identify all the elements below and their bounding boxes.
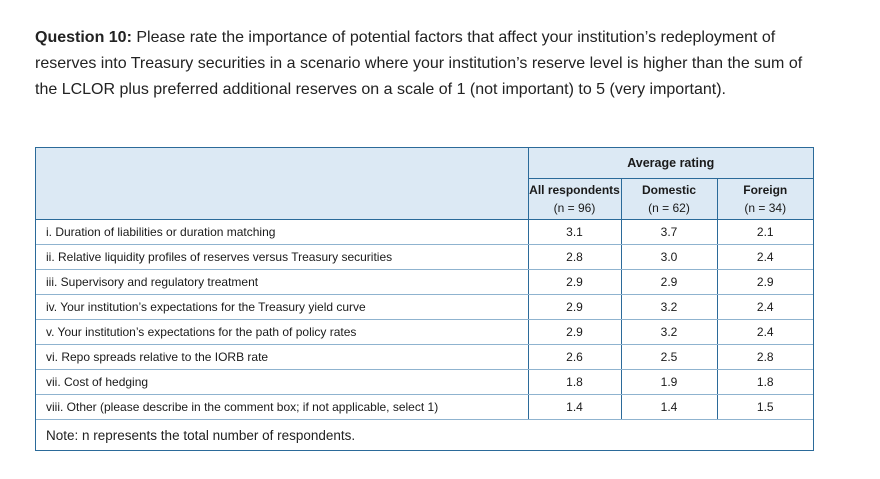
row-label: iii. Supervisory and regulatory treatmen… (36, 269, 529, 295)
row-label: vi. Repo spreads relative to the IORB ra… (36, 344, 529, 370)
ratings-table-container: Average rating All respondents (n = 96) … (35, 147, 814, 451)
table-row: v. Your institution’s expectations for t… (36, 319, 814, 345)
row-label: v. Your institution’s expectations for t… (36, 319, 529, 345)
column-name: Foreign (743, 183, 788, 197)
value-all: 2.9 (528, 294, 621, 320)
value-all: 2.9 (528, 319, 621, 345)
row-label: i. Duration of liabilities or duration m… (36, 219, 529, 245)
column-name: All respondents (529, 183, 620, 197)
row-label: vii. Cost of hedging (36, 369, 529, 395)
table-row: ii. Relative liquidity profiles of reser… (36, 244, 814, 270)
value-all: 1.4 (528, 394, 621, 420)
table-row: vi. Repo spreads relative to the IORB ra… (36, 344, 814, 370)
table-row: iv. Your institution’s expectations for … (36, 294, 814, 320)
value-domestic: 1.4 (620, 394, 717, 420)
value-domestic: 2.5 (620, 344, 717, 370)
value-all: 1.8 (528, 369, 621, 395)
table-row: iii. Supervisory and regulatory treatmen… (36, 269, 814, 295)
value-domestic: 3.2 (620, 294, 717, 320)
value-all: 2.9 (528, 269, 621, 295)
column-n: (n = 34) (744, 201, 787, 215)
value-all: 2.6 (528, 344, 621, 370)
header-blank-cell (36, 148, 529, 220)
table-row: i. Duration of liabilities or duration m… (36, 219, 814, 245)
value-all: 2.8 (528, 244, 621, 270)
column-n: (n = 62) (648, 201, 690, 215)
column-name: Domestic (641, 183, 697, 197)
column-header-domestic: Domestic (n = 62) (620, 178, 717, 220)
value-foreign: 1.5 (716, 394, 814, 420)
value-foreign: 2.9 (716, 269, 814, 295)
value-domestic: 3.0 (620, 244, 717, 270)
question-body: Please rate the importance of potential … (35, 29, 803, 98)
question-text: Question 10: Please rate the importance … (35, 25, 825, 103)
row-label: ii. Relative liquidity profiles of reser… (36, 244, 529, 270)
average-rating-header: Average rating (528, 148, 814, 179)
row-label: iv. Your institution’s expectations for … (36, 294, 529, 320)
value-domestic: 2.9 (620, 269, 717, 295)
value-foreign: 2.1 (716, 219, 814, 245)
question-label: Question 10: (35, 29, 132, 46)
column-header-foreign: Foreign (n = 34) (716, 178, 814, 220)
value-foreign: 2.4 (716, 319, 814, 345)
table-note: Note: n represents the total number of r… (46, 427, 356, 443)
value-foreign: 2.8 (716, 344, 814, 370)
ratings-table: Average rating All respondents (n = 96) … (36, 148, 814, 451)
value-foreign: 1.8 (716, 369, 814, 395)
value-domestic: 1.9 (620, 369, 717, 395)
value-domestic: 3.7 (620, 219, 717, 245)
table-note-row: Note: n represents the total number of r… (36, 420, 813, 451)
column-n: (n = 96) (553, 201, 596, 215)
table-row: vii. Cost of hedging 1.8 1.9 1.8 (36, 369, 814, 395)
table-row: viii. Other (please describe in the comm… (36, 394, 814, 420)
value-foreign: 2.4 (716, 294, 814, 320)
column-header-all: All respondents (n = 96) (528, 178, 621, 220)
value-all: 3.1 (528, 219, 621, 245)
value-domestic: 3.2 (620, 319, 717, 345)
row-label: viii. Other (please describe in the comm… (36, 394, 529, 420)
value-foreign: 2.4 (716, 244, 814, 270)
